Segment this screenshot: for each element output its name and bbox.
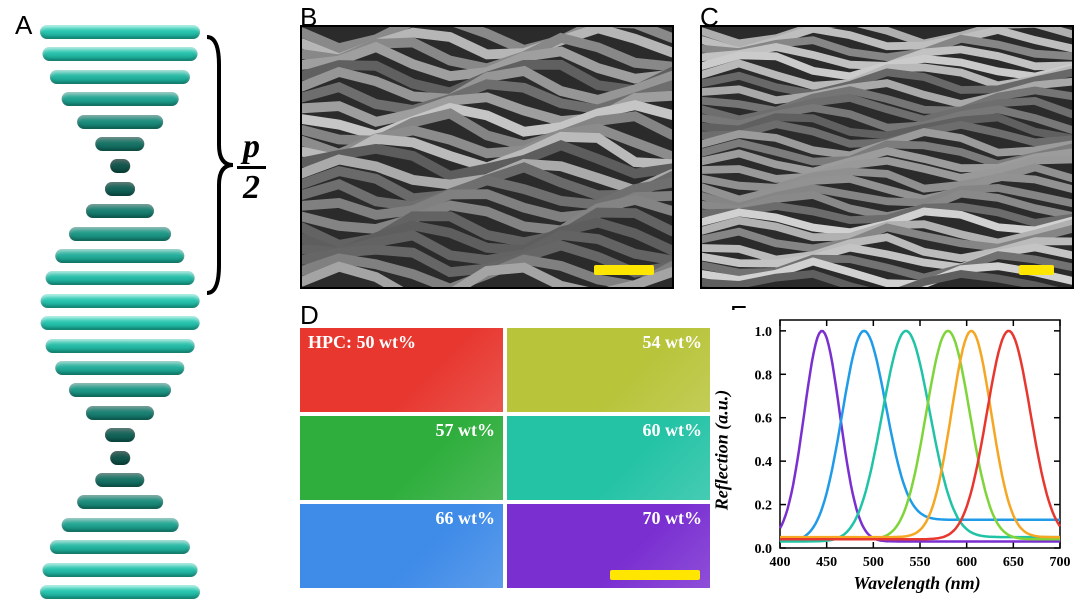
helix-rod [43,563,198,577]
pitch-numerator: p [237,130,266,169]
swatch: 60 wt% [507,416,710,500]
helix-rod [55,361,184,375]
helix-rod [62,92,179,106]
swatch-label: 66 wt% [436,508,496,529]
panel-B-sem [300,25,674,289]
helix-rod [95,137,144,151]
helix-rod [69,227,171,241]
svg-text:1.0: 1.0 [755,325,773,340]
helix-rod [46,339,195,353]
svg-text:0.4: 0.4 [755,455,773,470]
helix-rod [69,383,171,397]
svg-text:600: 600 [956,555,977,570]
helix-rod [86,204,154,218]
swatch: 57 wt% [300,416,503,500]
helix-rod [40,25,200,39]
brace-icon [205,35,235,295]
swatch-label: HPC: 50 wt% [308,332,416,353]
helix-rod [43,47,198,61]
svg-text:0.2: 0.2 [755,499,773,514]
helix-rod [46,271,195,285]
swatch-label: 54 wt% [643,332,703,353]
swatch-label: 57 wt% [436,420,496,441]
helix-rod [77,495,163,509]
helix-rod [41,316,200,330]
scalebar-D [610,570,700,580]
svg-text:500: 500 [863,555,884,570]
swatch: 54 wt% [507,328,710,412]
swatch-label: 60 wt% [643,420,703,441]
helix-rod [110,451,130,465]
svg-text:550: 550 [910,555,931,570]
helix-rod [50,540,190,554]
svg-text:650: 650 [1003,555,1024,570]
svg-text:400: 400 [770,555,791,570]
panel-C-sem [700,25,1074,289]
svg-text:0.6: 0.6 [755,412,773,427]
helix-rod [40,585,200,599]
pitch-fraction: p 2 [237,130,266,205]
helix-rod [110,159,130,173]
panel-D-swatches: HPC: 50 wt% 54 wt% 57 wt% 60 wt% 66 wt% 70 wt… [300,328,710,588]
swatch: 70 wt% [507,504,710,588]
panel-E-chart: Reflection (a.u.) 4004505005506006507000… [730,310,1070,590]
scalebar-B [594,265,654,275]
svg-text:450: 450 [816,555,837,570]
helix-rod [55,249,184,263]
panel-A-helix: p 2 [15,15,265,590]
swatch: HPC: 50 wt% [300,328,503,412]
helix-rod [77,115,163,129]
svg-text:700: 700 [1050,555,1071,570]
scalebar-C [1019,265,1054,275]
svg-text:0.8: 0.8 [755,368,773,383]
helix-rod [105,182,135,196]
helix-rod [105,428,135,442]
helix-rod [41,294,200,308]
ylabel: Reflection (a.u.) [712,390,733,510]
figure: A B C D E p 2 HPC: 50 wt%54 wt%57 wt%60 … [10,10,1070,595]
swatch-label: 70 wt% [643,508,703,529]
helix-rod [62,518,179,532]
helix-rod [95,473,144,487]
pitch-denominator: 2 [237,169,266,205]
label-D: D [300,300,319,331]
helix-rod [50,70,190,84]
swatch: 66 wt% [300,504,503,588]
xlabel: Wavelength (nm) [853,573,980,594]
svg-text:0.0: 0.0 [755,542,773,557]
helix-rod [86,406,154,420]
